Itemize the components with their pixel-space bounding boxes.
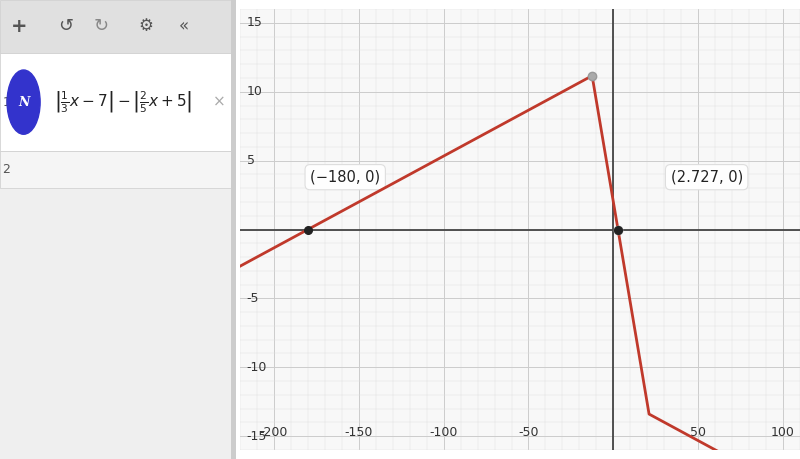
Text: «: « xyxy=(179,17,189,35)
Bar xyxy=(0,53,236,151)
Bar xyxy=(0,151,236,188)
Text: $\left|\frac{1}{3}x-7\right|-\left|\frac{2}{5}x+5\right|$: $\left|\frac{1}{3}x-7\right|-\left|\frac… xyxy=(54,89,192,115)
Bar xyxy=(0,0,236,53)
Text: ↺: ↺ xyxy=(58,17,74,35)
Text: -50: -50 xyxy=(518,426,538,439)
Text: N: N xyxy=(18,95,30,109)
Text: (2.727, 0): (2.727, 0) xyxy=(670,170,742,185)
Text: ⚙: ⚙ xyxy=(139,17,154,35)
Text: -150: -150 xyxy=(345,426,373,439)
Text: 2: 2 xyxy=(2,163,10,176)
Text: 1: 1 xyxy=(2,95,10,109)
Text: -5: -5 xyxy=(246,292,259,305)
Text: 5: 5 xyxy=(246,154,254,167)
Text: -200: -200 xyxy=(260,426,288,439)
Text: ×: × xyxy=(213,95,226,110)
Text: -10: -10 xyxy=(246,361,267,374)
Text: -15: -15 xyxy=(246,430,267,442)
Text: 100: 100 xyxy=(771,426,795,439)
Text: 50: 50 xyxy=(690,426,706,439)
Text: ↻: ↻ xyxy=(94,17,109,35)
Text: 15: 15 xyxy=(246,17,262,29)
Text: -100: -100 xyxy=(430,426,458,439)
Text: (−180, 0): (−180, 0) xyxy=(310,170,380,185)
Bar xyxy=(231,0,236,459)
Text: +: + xyxy=(10,17,27,36)
Circle shape xyxy=(7,70,40,134)
Text: 10: 10 xyxy=(246,85,262,98)
